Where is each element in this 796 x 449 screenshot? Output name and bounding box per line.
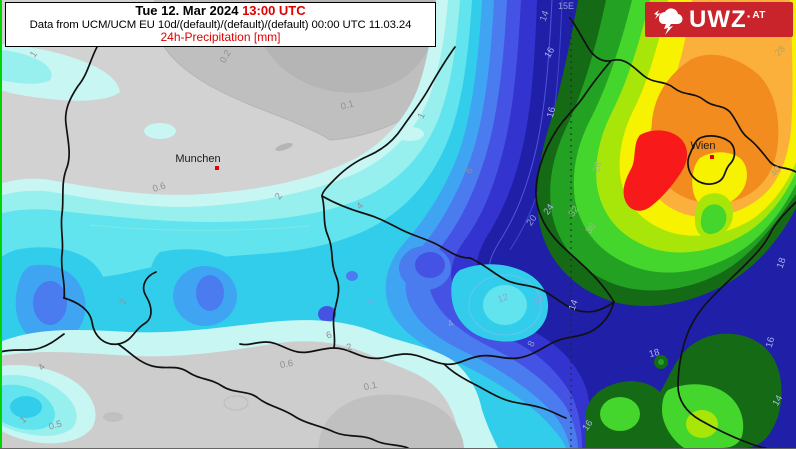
uwz-logo-text: UWZ·AT [689, 5, 766, 33]
border-hungary [677, 201, 796, 448]
city-marker-wien [710, 155, 714, 159]
contour-line [468, 274, 542, 336]
precip-region-50mm-max [623, 130, 688, 211]
se-green-blob [600, 397, 640, 431]
contour-label: 8 [526, 339, 538, 348]
contour-label: 2 [273, 191, 285, 202]
border-czech-austria [569, 17, 796, 173]
contour-label: 0.1 [363, 380, 378, 394]
border-bavaria-austria [321, 46, 471, 259]
city-label-munchen: Munchen [175, 153, 220, 165]
contour-label: 4 [36, 362, 48, 373]
contour-label: 1 [416, 111, 428, 120]
contour-label: 16 [580, 418, 595, 433]
small-indigo-spot [318, 306, 336, 322]
dry-speck [103, 412, 123, 422]
contour-label: 4 [354, 200, 366, 212]
west-blue-core [33, 281, 67, 325]
uwz-logo[interactable]: UWZ·AT [645, 2, 793, 37]
contour-label: 36 [583, 221, 598, 236]
nw-cyan-blob [0, 50, 52, 84]
border-switzerland [0, 333, 65, 353]
product-title: 24h-Precipitation [mm] [160, 30, 281, 45]
contour-label: 0.5 [48, 419, 64, 433]
border-italy [117, 343, 409, 448]
city-marker-munchen [215, 166, 219, 170]
contour-label: 6 [464, 166, 476, 176]
south-dry-core [318, 394, 464, 448]
contour-line [223, 395, 249, 411]
border-germany-state [60, 46, 98, 299]
border-vienna-city [687, 135, 736, 185]
city-label-wien: Wien [690, 140, 715, 152]
contour-label: 32 [566, 204, 581, 219]
contour-label: 16 [545, 106, 558, 119]
west-blue-core [196, 275, 224, 311]
contour-label: 10 [531, 294, 545, 308]
logo-tld: AT [752, 9, 766, 21]
border-tyrol-salzburg [321, 195, 340, 349]
contour-label: 14 [538, 9, 552, 23]
contour-label: 14 [567, 298, 581, 312]
dry-speck [275, 143, 293, 151]
contour-label: 18 [648, 347, 661, 360]
small-blue-spot [346, 271, 358, 281]
contour-label: 12 [496, 292, 510, 306]
forecast-info-box: Tue 12. Mar 2024 13:00 UTC Data from UCM… [5, 2, 436, 47]
vienna-green-core [700, 204, 727, 235]
contour-label: 6 [325, 330, 334, 342]
pale-pocket [396, 127, 424, 141]
contour-label: 0.6 [151, 180, 167, 195]
contour-label: 1 [18, 414, 29, 426]
contour-line [488, 0, 553, 293]
contour-label: 0.6 [279, 358, 294, 371]
contour-label: 28 [591, 161, 604, 174]
borders-group [0, 17, 796, 448]
contour-label: 16 [542, 45, 557, 60]
border-upper-lower-austria [534, 61, 615, 303]
model-source-line: Data from UCM/UCM EU 10d/(default)/(defa… [29, 18, 412, 31]
contour-label: 1 [28, 49, 40, 60]
pale-pocket [144, 123, 176, 139]
contour-label: 2 [118, 298, 130, 305]
forecast-time: 13:00 UTC [242, 3, 306, 19]
forecast-datetime: Tue 12. Mar 2024 13:00 UTC [135, 3, 306, 19]
border-salzburg-styria [469, 257, 615, 313]
contour-label: 2 [345, 342, 353, 354]
border-vorarlberg [63, 271, 157, 346]
contour-label: 24 [541, 202, 556, 217]
contour-label: 0.1 [340, 99, 356, 113]
contour-label: 16 [764, 336, 777, 349]
storm-cloud-lightning-icon [654, 7, 683, 35]
contour-label: 2 [366, 297, 378, 305]
border-styria-south [443, 363, 567, 419]
vienna-yellow-pocket [692, 152, 747, 207]
logo-dot: · [746, 7, 753, 24]
contour-label: 40 [768, 164, 783, 179]
meridian-15e-label: 15E [558, 1, 574, 11]
contour-label: 20 [524, 213, 539, 228]
contour-line [89, 224, 311, 231]
map-frame-edge [0, 0, 2, 448]
contour-label: 4 [446, 318, 456, 330]
city-labels-group: Munchen Wien [175, 140, 716, 170]
logo-name: UWZ [689, 5, 747, 33]
forecast-date: Tue 12. Mar 2024 [135, 3, 239, 19]
green-speck-core [658, 359, 664, 365]
contour-label: 14 [770, 393, 785, 408]
center-blue-core [415, 252, 445, 278]
sw-deep-core [10, 396, 42, 418]
border-carinthia-north [239, 301, 615, 366]
blue-pocket-core [483, 285, 527, 325]
contour-label: 18 [775, 256, 789, 270]
